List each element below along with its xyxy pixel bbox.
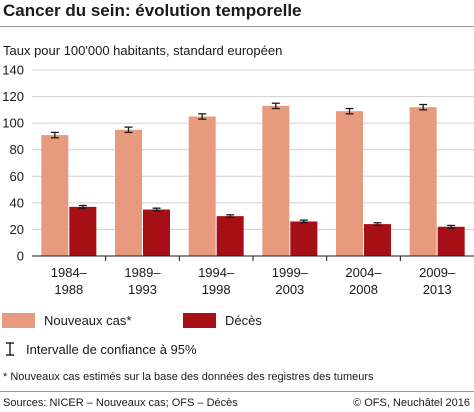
x-tick-label: 1999– bbox=[272, 265, 309, 280]
error-bar bbox=[78, 204, 87, 209]
legend-swatch-new-cases bbox=[2, 313, 35, 328]
bar-new-cases bbox=[409, 107, 437, 256]
bar-new-cases bbox=[188, 116, 216, 256]
bars bbox=[41, 105, 465, 256]
bar-deaths bbox=[69, 206, 97, 256]
error-bar bbox=[447, 224, 456, 229]
bar-deaths bbox=[290, 221, 318, 256]
legend-item-new-cases: Nouveaux cas* bbox=[2, 313, 131, 328]
x-tick-label: 2013 bbox=[423, 282, 452, 297]
y-tick-label: 120 bbox=[2, 89, 24, 104]
y-tick-label: 140 bbox=[2, 63, 24, 78]
x-tick-label: 1989– bbox=[124, 265, 161, 280]
error-bar bbox=[152, 207, 161, 212]
bar-new-cases bbox=[41, 135, 69, 256]
error-bar bbox=[271, 102, 280, 110]
y-tick-label: 80 bbox=[10, 142, 24, 157]
legend-label-new-cases: Nouveaux cas* bbox=[44, 313, 132, 328]
bar-deaths bbox=[216, 216, 244, 256]
y-tick-label: 0 bbox=[17, 249, 24, 264]
bar-new-cases bbox=[262, 105, 290, 256]
y-tick-label: 100 bbox=[2, 116, 24, 131]
error-bar bbox=[419, 103, 428, 111]
copyright: © OFS, Neuchâtel 2016 bbox=[353, 397, 470, 409]
x-tick-label: 2009– bbox=[419, 265, 456, 280]
legend-swatch-deaths bbox=[183, 313, 216, 328]
error-bar-icon bbox=[6, 342, 14, 356]
legend-label-deaths: Décès bbox=[225, 313, 262, 328]
x-tick-label: 1998 bbox=[202, 282, 231, 297]
legend-item-confidence-interval: Intervalle de confiance à 95% bbox=[2, 341, 197, 357]
legend-item-deaths: Décès bbox=[183, 313, 262, 328]
x-tick-label: 1993 bbox=[128, 282, 157, 297]
error-bar bbox=[345, 107, 354, 115]
bar-new-cases bbox=[336, 111, 363, 256]
y-axis-label: Taux pour 100'000 habitants, standard eu… bbox=[3, 43, 283, 58]
x-tick-label: 2008 bbox=[349, 282, 378, 297]
bottom-divider bbox=[0, 391, 474, 392]
error-bar bbox=[50, 131, 59, 139]
axes: 0 20 40 60 80 100 120 140 1984– 1988 1989– 1993 1994… bbox=[2, 63, 474, 297]
bar-new-cases bbox=[115, 129, 142, 256]
footnote: * Nouveaux cas estimés sur la base des d… bbox=[3, 371, 374, 383]
x-tick-label: 1984– bbox=[51, 265, 88, 280]
x-tick-label: 1994– bbox=[198, 265, 235, 280]
legend-label-confidence-interval: Intervalle de confiance à 95% bbox=[26, 341, 197, 357]
y-tick-label: 20 bbox=[10, 222, 24, 237]
bar-deaths bbox=[437, 226, 465, 256]
bar-deaths bbox=[364, 224, 391, 256]
error-bars bbox=[50, 102, 456, 229]
top-divider bbox=[0, 26, 474, 27]
x-tick-label: 2004– bbox=[345, 265, 382, 280]
bar-deaths bbox=[143, 209, 170, 256]
chart-title: Cancer du sein: évolution temporelle bbox=[3, 1, 302, 20]
y-tick-label: 60 bbox=[10, 169, 24, 184]
error-bar bbox=[226, 214, 235, 219]
x-tick-label: 1988 bbox=[54, 282, 83, 297]
error-bar bbox=[373, 222, 382, 227]
error-bar bbox=[124, 126, 133, 134]
y-tick-label: 40 bbox=[10, 195, 24, 210]
grid-lines bbox=[32, 69, 474, 230]
x-tick-label: 2003 bbox=[275, 282, 304, 297]
source-note: Sources: NICER – Nouveaux cas; OFS – Déc… bbox=[3, 397, 238, 409]
error-bar bbox=[299, 219, 308, 224]
error-bar bbox=[198, 113, 207, 120]
bar-chart: 0 20 40 60 80 100 120 140 1984– 1988 1989– 1993 1994… bbox=[2, 63, 474, 297]
